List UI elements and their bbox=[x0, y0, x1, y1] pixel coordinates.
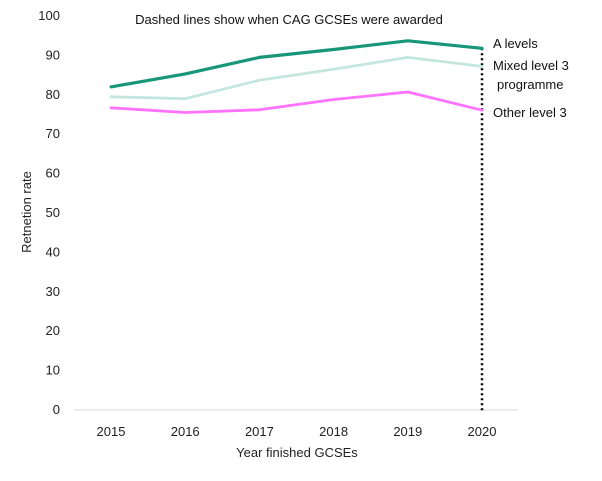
y-tick-label: 60 bbox=[46, 166, 60, 181]
series-line bbox=[109, 90, 484, 114]
x-axis: 2015 2016 2017 2018 2019 2020 bbox=[97, 424, 497, 439]
y-axis-title: Retnetion rate bbox=[19, 171, 34, 253]
y-tick-label: 20 bbox=[46, 323, 60, 338]
x-tick-label: 2015 bbox=[97, 424, 126, 439]
series-line bbox=[109, 56, 484, 101]
series-labels: A levels Mixed level 3 programme Other leve… bbox=[493, 36, 569, 120]
y-tick-label: 80 bbox=[46, 87, 60, 102]
series-label: programme bbox=[497, 77, 563, 92]
y-axis: 0 10 20 30 40 50 60 70 80 90 100 bbox=[38, 8, 60, 417]
y-tick-label: 0 bbox=[53, 402, 60, 417]
y-tick-label: 70 bbox=[46, 126, 60, 141]
y-tick-label: 30 bbox=[46, 284, 60, 299]
x-tick-label: 2020 bbox=[468, 424, 497, 439]
y-tick-label: 90 bbox=[46, 47, 60, 62]
y-tick-label: 40 bbox=[46, 244, 60, 259]
x-tick-label: 2019 bbox=[393, 424, 422, 439]
series-line bbox=[109, 39, 484, 89]
x-axis-title: Year finished GCSEs bbox=[236, 445, 358, 460]
x-tick-label: 2016 bbox=[171, 424, 200, 439]
chart-annotation: Dashed lines show when CAG GCSEs were aw… bbox=[135, 12, 443, 27]
series-label: Mixed level 3 bbox=[493, 58, 569, 73]
y-tick-label: 100 bbox=[38, 8, 60, 23]
x-tick-label: 2017 bbox=[245, 424, 274, 439]
series-label: A levels bbox=[493, 36, 538, 51]
x-tick-label: 2018 bbox=[319, 424, 348, 439]
y-tick-label: 50 bbox=[46, 205, 60, 220]
series-group bbox=[109, 39, 484, 114]
series-label: Other level 3 bbox=[493, 105, 567, 120]
y-tick-label: 10 bbox=[46, 363, 60, 378]
